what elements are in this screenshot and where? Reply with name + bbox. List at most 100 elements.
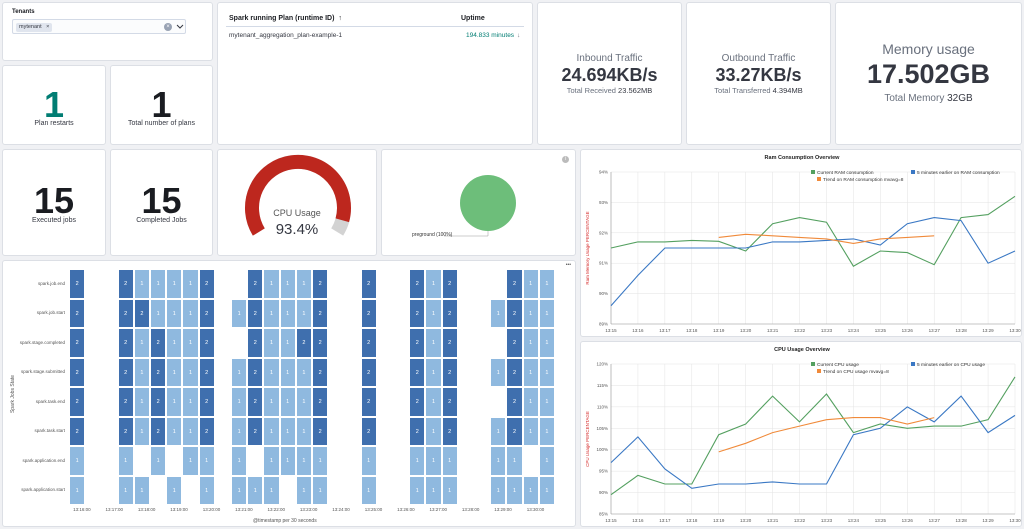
heatmap-cell[interactable]: 2 xyxy=(150,387,167,417)
heatmap-cell[interactable]: 1 xyxy=(295,357,312,387)
heatmap-cell[interactable]: 2 xyxy=(247,269,264,299)
heatmap-cell[interactable]: 1 xyxy=(182,357,199,387)
heatmap-cell[interactable]: 2 xyxy=(441,269,458,299)
heatmap-cell[interactable]: 1 xyxy=(425,416,442,446)
heatmap-cell[interactable]: 1 xyxy=(279,328,296,358)
heatmap-cell[interactable]: 2 xyxy=(198,416,215,446)
heatmap-cell[interactable]: 1 xyxy=(538,298,555,328)
heatmap-cell[interactable]: 1 xyxy=(425,269,442,299)
info-icon[interactable]: i xyxy=(562,156,569,163)
heatmap-cell[interactable]: 2 xyxy=(117,416,134,446)
heatmap-cell[interactable]: 2 xyxy=(441,416,458,446)
heatmap-cell[interactable]: 2 xyxy=(441,298,458,328)
heatmap-cell[interactable]: 2 xyxy=(506,328,523,358)
clear-icon[interactable]: × xyxy=(164,23,172,31)
heatmap-cell[interactable]: 1 xyxy=(538,387,555,417)
heatmap-cell[interactable]: 1 xyxy=(133,387,150,417)
heatmap-cell[interactable]: 1 xyxy=(182,328,199,358)
heatmap-cell[interactable]: 1 xyxy=(425,446,442,476)
heatmap-cell[interactable]: 1 xyxy=(263,298,280,328)
heatmap-cell[interactable]: 1 xyxy=(182,446,199,476)
heatmap-cell[interactable]: 2 xyxy=(117,298,134,328)
heatmap-cell[interactable]: 1 xyxy=(312,446,329,476)
heatmap-cell[interactable]: 2 xyxy=(150,357,167,387)
heatmap-cell[interactable]: 1 xyxy=(522,475,539,505)
heatmap-cell[interactable]: 2 xyxy=(360,298,377,328)
heatmap-cell[interactable]: 1 xyxy=(279,387,296,417)
heatmap-cell[interactable]: 2 xyxy=(409,357,426,387)
heatmap-cell[interactable]: 2 xyxy=(409,416,426,446)
heatmap-cell[interactable]: 2 xyxy=(409,298,426,328)
heatmap-cell[interactable]: 1 xyxy=(425,475,442,505)
heatmap-cell[interactable]: 2 xyxy=(360,328,377,358)
heatmap-cell[interactable]: 1 xyxy=(117,475,134,505)
heatmap-cell[interactable]: 2 xyxy=(360,269,377,299)
tag-close-icon[interactable]: × xyxy=(46,23,50,30)
heatmap-cell[interactable]: 1 xyxy=(522,416,539,446)
heatmap-cell[interactable]: 2 xyxy=(69,298,86,328)
heatmap-cell[interactable]: 1 xyxy=(441,475,458,505)
heatmap-cell[interactable]: 1 xyxy=(69,475,86,505)
heatmap-cell[interactable]: 2 xyxy=(133,298,150,328)
heatmap-cell[interactable]: 1 xyxy=(312,475,329,505)
heatmap-cell[interactable]: 2 xyxy=(198,387,215,417)
heatmap-cell[interactable]: 1 xyxy=(263,416,280,446)
heatmap-cell[interactable]: 1 xyxy=(69,446,86,476)
heatmap-cell[interactable]: 1 xyxy=(182,387,199,417)
table-row[interactable]: mytenant_aggregation_plan-example-1 194.… xyxy=(218,30,532,44)
heatmap-cell[interactable]: 1 xyxy=(506,446,523,476)
heatmap-cell[interactable]: 1 xyxy=(263,446,280,476)
heatmap-cell[interactable]: 1 xyxy=(490,357,507,387)
heatmap-cell[interactable]: 1 xyxy=(231,357,248,387)
heatmap-cell[interactable]: 1 xyxy=(490,475,507,505)
heatmap-cell[interactable]: 2 xyxy=(117,328,134,358)
heatmap-cell[interactable]: 1 xyxy=(522,357,539,387)
heatmap-cell[interactable]: 1 xyxy=(522,387,539,417)
heatmap-cell[interactable]: 2 xyxy=(506,269,523,299)
heatmap-cell[interactable]: 1 xyxy=(538,446,555,476)
heatmap-cell[interactable]: 1 xyxy=(231,416,248,446)
heatmap-cell[interactable]: 1 xyxy=(166,357,183,387)
heatmap-cell[interactable]: 2 xyxy=(117,387,134,417)
heatmap-cell[interactable]: 1 xyxy=(182,298,199,328)
tenant-combo-box[interactable]: mytenant × × xyxy=(12,19,186,34)
heatmap-cell[interactable]: 1 xyxy=(360,446,377,476)
heatmap-cell[interactable]: 2 xyxy=(198,298,215,328)
heatmap-cell[interactable]: 1 xyxy=(490,298,507,328)
heatmap-cell[interactable]: 2 xyxy=(247,357,264,387)
heatmap-cell[interactable]: 2 xyxy=(506,298,523,328)
heatmap-cell[interactable]: 2 xyxy=(150,416,167,446)
heatmap-cell[interactable]: 1 xyxy=(198,446,215,476)
heatmap-cell[interactable]: 2 xyxy=(69,357,86,387)
heatmap-cell[interactable]: 1 xyxy=(538,269,555,299)
heatmap-cell[interactable]: 2 xyxy=(506,357,523,387)
heatmap-cell[interactable]: 2 xyxy=(117,357,134,387)
heatmap-cell[interactable]: 1 xyxy=(166,298,183,328)
heatmap-cell[interactable]: 1 xyxy=(279,446,296,476)
heatmap-cell[interactable]: 1 xyxy=(231,446,248,476)
heatmap-cell[interactable]: 2 xyxy=(247,387,264,417)
heatmap-cell[interactable]: 1 xyxy=(279,298,296,328)
heatmap-cell[interactable]: 1 xyxy=(490,446,507,476)
heatmap-cell[interactable]: 2 xyxy=(360,357,377,387)
plan-column-header[interactable]: Spark running Plan (runtime ID) ↑ xyxy=(229,15,342,22)
heatmap-cell[interactable]: 1 xyxy=(133,475,150,505)
heatmap-cell[interactable]: 1 xyxy=(117,446,134,476)
sort-arrow-icon[interactable]: ↑ xyxy=(338,15,342,22)
heatmap-cell[interactable]: 2 xyxy=(117,269,134,299)
heatmap-cell[interactable]: 1 xyxy=(295,446,312,476)
heatmap-cell[interactable]: 1 xyxy=(279,416,296,446)
heatmap-cell[interactable]: 1 xyxy=(295,475,312,505)
heatmap-cell[interactable]: 2 xyxy=(198,328,215,358)
heatmap-cell[interactable]: 2 xyxy=(312,269,329,299)
heatmap-cell[interactable]: 2 xyxy=(312,387,329,417)
heatmap-cell[interactable]: 1 xyxy=(441,446,458,476)
heatmap-cell[interactable]: 1 xyxy=(425,298,442,328)
heatmap-cell[interactable]: 2 xyxy=(69,416,86,446)
heatmap-cell[interactable]: 1 xyxy=(150,446,167,476)
heatmap-cell[interactable]: 2 xyxy=(247,328,264,358)
heatmap-cell[interactable]: 1 xyxy=(295,298,312,328)
heatmap-cell[interactable]: 1 xyxy=(133,269,150,299)
heatmap-cell[interactable]: 1 xyxy=(182,269,199,299)
heatmap-cell[interactable]: 2 xyxy=(247,298,264,328)
